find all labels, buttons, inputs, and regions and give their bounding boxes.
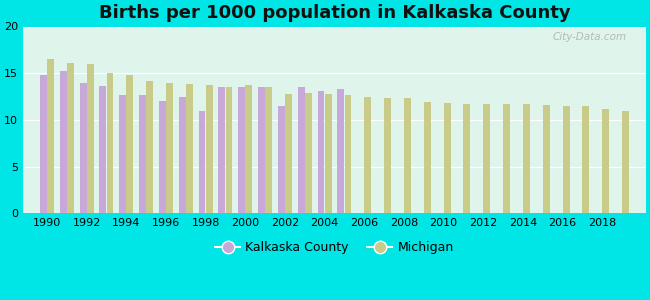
Bar [365, 97, 371, 213]
Bar [218, 87, 226, 213]
Bar [424, 102, 431, 213]
Bar [226, 87, 233, 213]
Bar [186, 84, 193, 213]
Bar [139, 95, 146, 213]
Title: Births per 1000 population in Kalkaska County: Births per 1000 population in Kalkaska C… [99, 4, 570, 22]
Bar [463, 104, 471, 213]
Bar [278, 106, 285, 213]
Bar [198, 111, 205, 213]
Bar [298, 87, 305, 213]
Bar [484, 104, 490, 213]
Bar [119, 95, 126, 213]
Bar [86, 64, 94, 213]
Bar [384, 98, 391, 213]
Bar [126, 75, 133, 213]
Bar [179, 97, 186, 213]
Bar [205, 85, 213, 213]
Bar [344, 95, 352, 213]
Bar [285, 94, 292, 213]
Bar [503, 104, 510, 213]
Bar [563, 106, 569, 213]
Bar [444, 103, 450, 213]
Bar [318, 91, 324, 213]
Bar [258, 87, 265, 213]
Legend: Kalkaska County, Michigan: Kalkaska County, Michigan [210, 236, 459, 260]
Bar [265, 87, 272, 213]
Bar [622, 111, 629, 213]
Bar [543, 105, 550, 213]
Bar [603, 109, 609, 213]
Bar [523, 104, 530, 213]
Bar [99, 86, 107, 213]
Bar [107, 73, 114, 213]
Bar [238, 87, 245, 213]
Bar [40, 75, 47, 213]
Bar [337, 89, 345, 213]
Bar [146, 81, 153, 213]
Bar [47, 59, 54, 213]
Bar [67, 63, 74, 213]
Bar [305, 93, 312, 213]
Bar [245, 85, 252, 213]
Bar [582, 106, 590, 213]
Bar [325, 94, 332, 213]
Bar [159, 101, 166, 213]
Bar [60, 71, 67, 213]
Bar [79, 82, 86, 213]
Text: City-Data.com: City-Data.com [553, 32, 627, 42]
Bar [166, 82, 173, 213]
Bar [404, 98, 411, 213]
